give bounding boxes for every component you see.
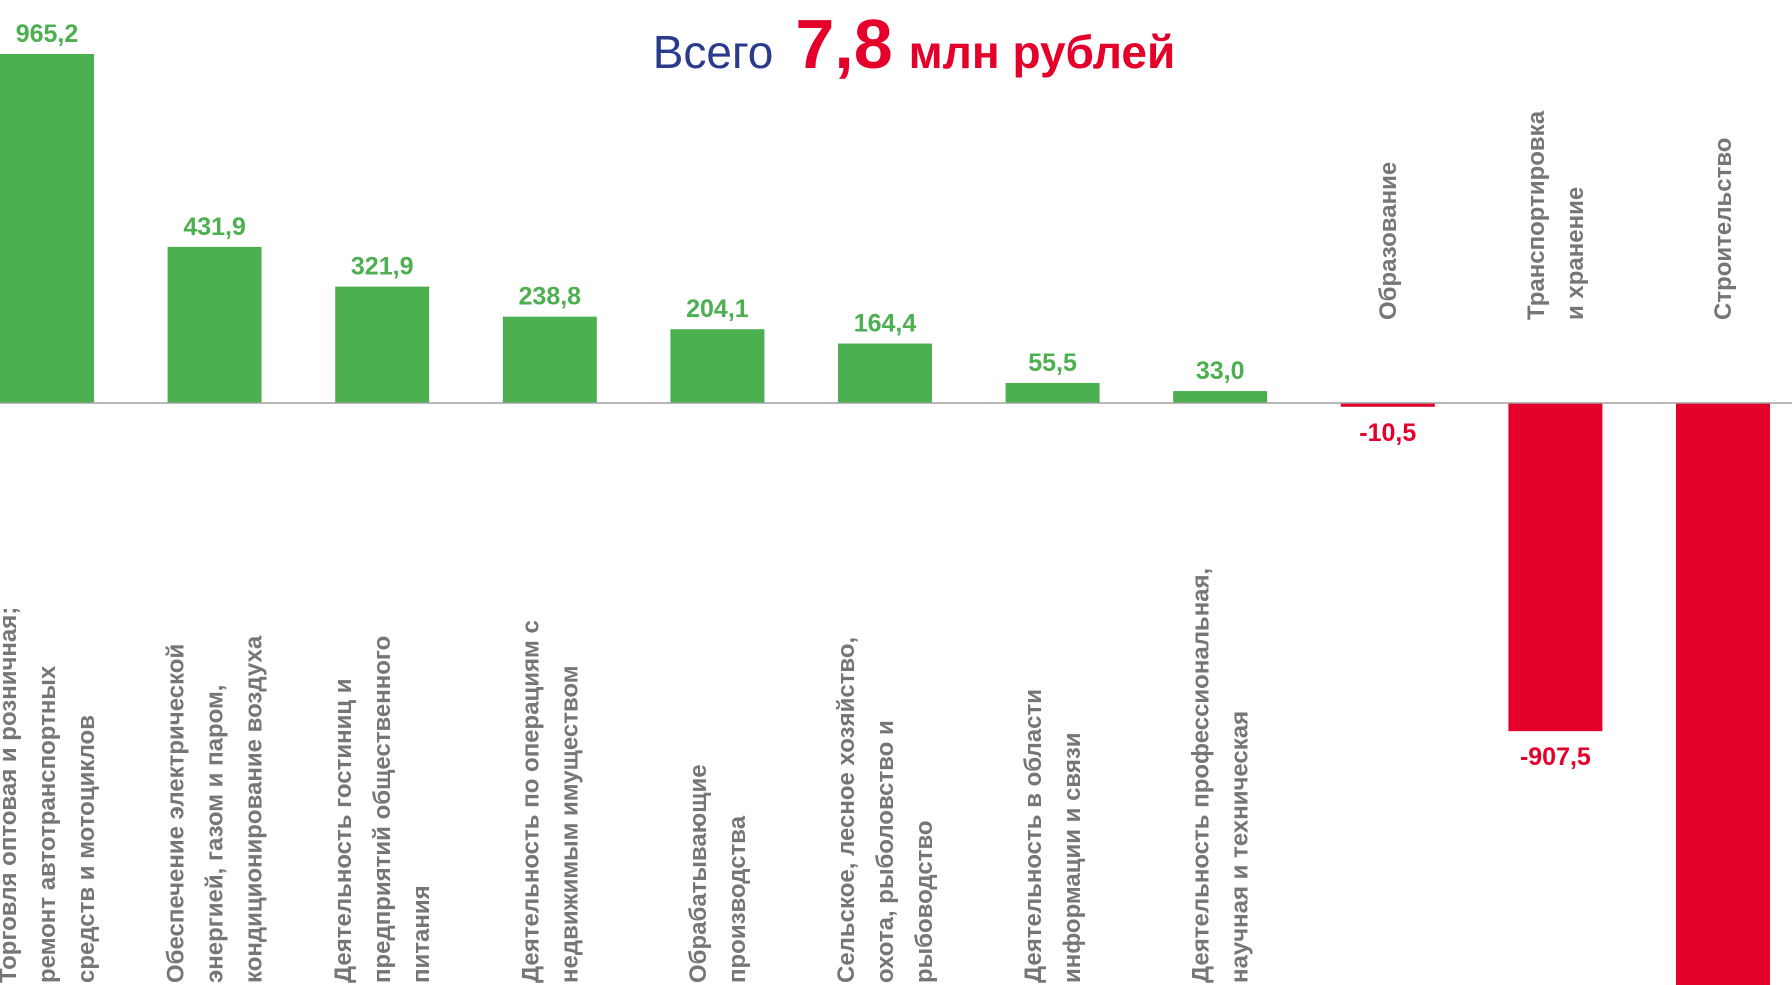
title-unit: млн рублей xyxy=(909,26,1176,78)
value-label: 965,2 xyxy=(16,20,79,48)
value-label: 164,4 xyxy=(854,310,917,338)
category-label: Обеспечение электрической энергией, газом… xyxy=(163,635,268,983)
chart-title: Всего 7,8 млн рублей xyxy=(653,5,1176,83)
category-label: Образование xyxy=(1375,162,1402,320)
category-label: Деятельность профессиональная, научная и … xyxy=(1188,568,1254,983)
value-label: 431,9 xyxy=(183,213,246,241)
value-label: 33,0 xyxy=(1196,357,1245,385)
category-label: Сельское, лесное хозяйство, охота, рыболо… xyxy=(833,637,938,983)
bar xyxy=(1005,382,1100,403)
bar xyxy=(167,246,262,403)
bar xyxy=(1173,391,1268,403)
bar xyxy=(335,286,430,403)
value-label: 238,8 xyxy=(519,283,582,311)
category-label: Строительство xyxy=(1710,138,1737,320)
title-total: 7,8 xyxy=(795,5,892,83)
bar xyxy=(1676,403,1770,985)
value-label: 321,9 xyxy=(351,253,414,281)
bar xyxy=(0,54,94,403)
value-label: 55,5 xyxy=(1028,349,1077,377)
bar xyxy=(502,316,597,403)
bar xyxy=(670,329,765,403)
value-label: -10,5 xyxy=(1359,419,1416,447)
bar xyxy=(838,343,932,403)
category-label: Деятельность гостиниц и предприятий общес… xyxy=(330,636,435,983)
value-label: 204,1 xyxy=(686,295,749,323)
bar xyxy=(1340,403,1435,407)
category-label: Транспортировка и хранение xyxy=(1523,110,1589,320)
bar xyxy=(1508,403,1603,732)
category-label: Торговля оптовая и розничная;ремонт авто… xyxy=(0,607,100,983)
category-label: Деятельность в области информации и связи xyxy=(1020,689,1086,983)
title-prefix: Всего xyxy=(653,26,774,78)
category-label: Деятельность по операциям с недвижимым им… xyxy=(517,620,583,983)
value-label: -907,5 xyxy=(1520,743,1591,771)
category-label: Обрабатывающие производства xyxy=(685,764,751,983)
